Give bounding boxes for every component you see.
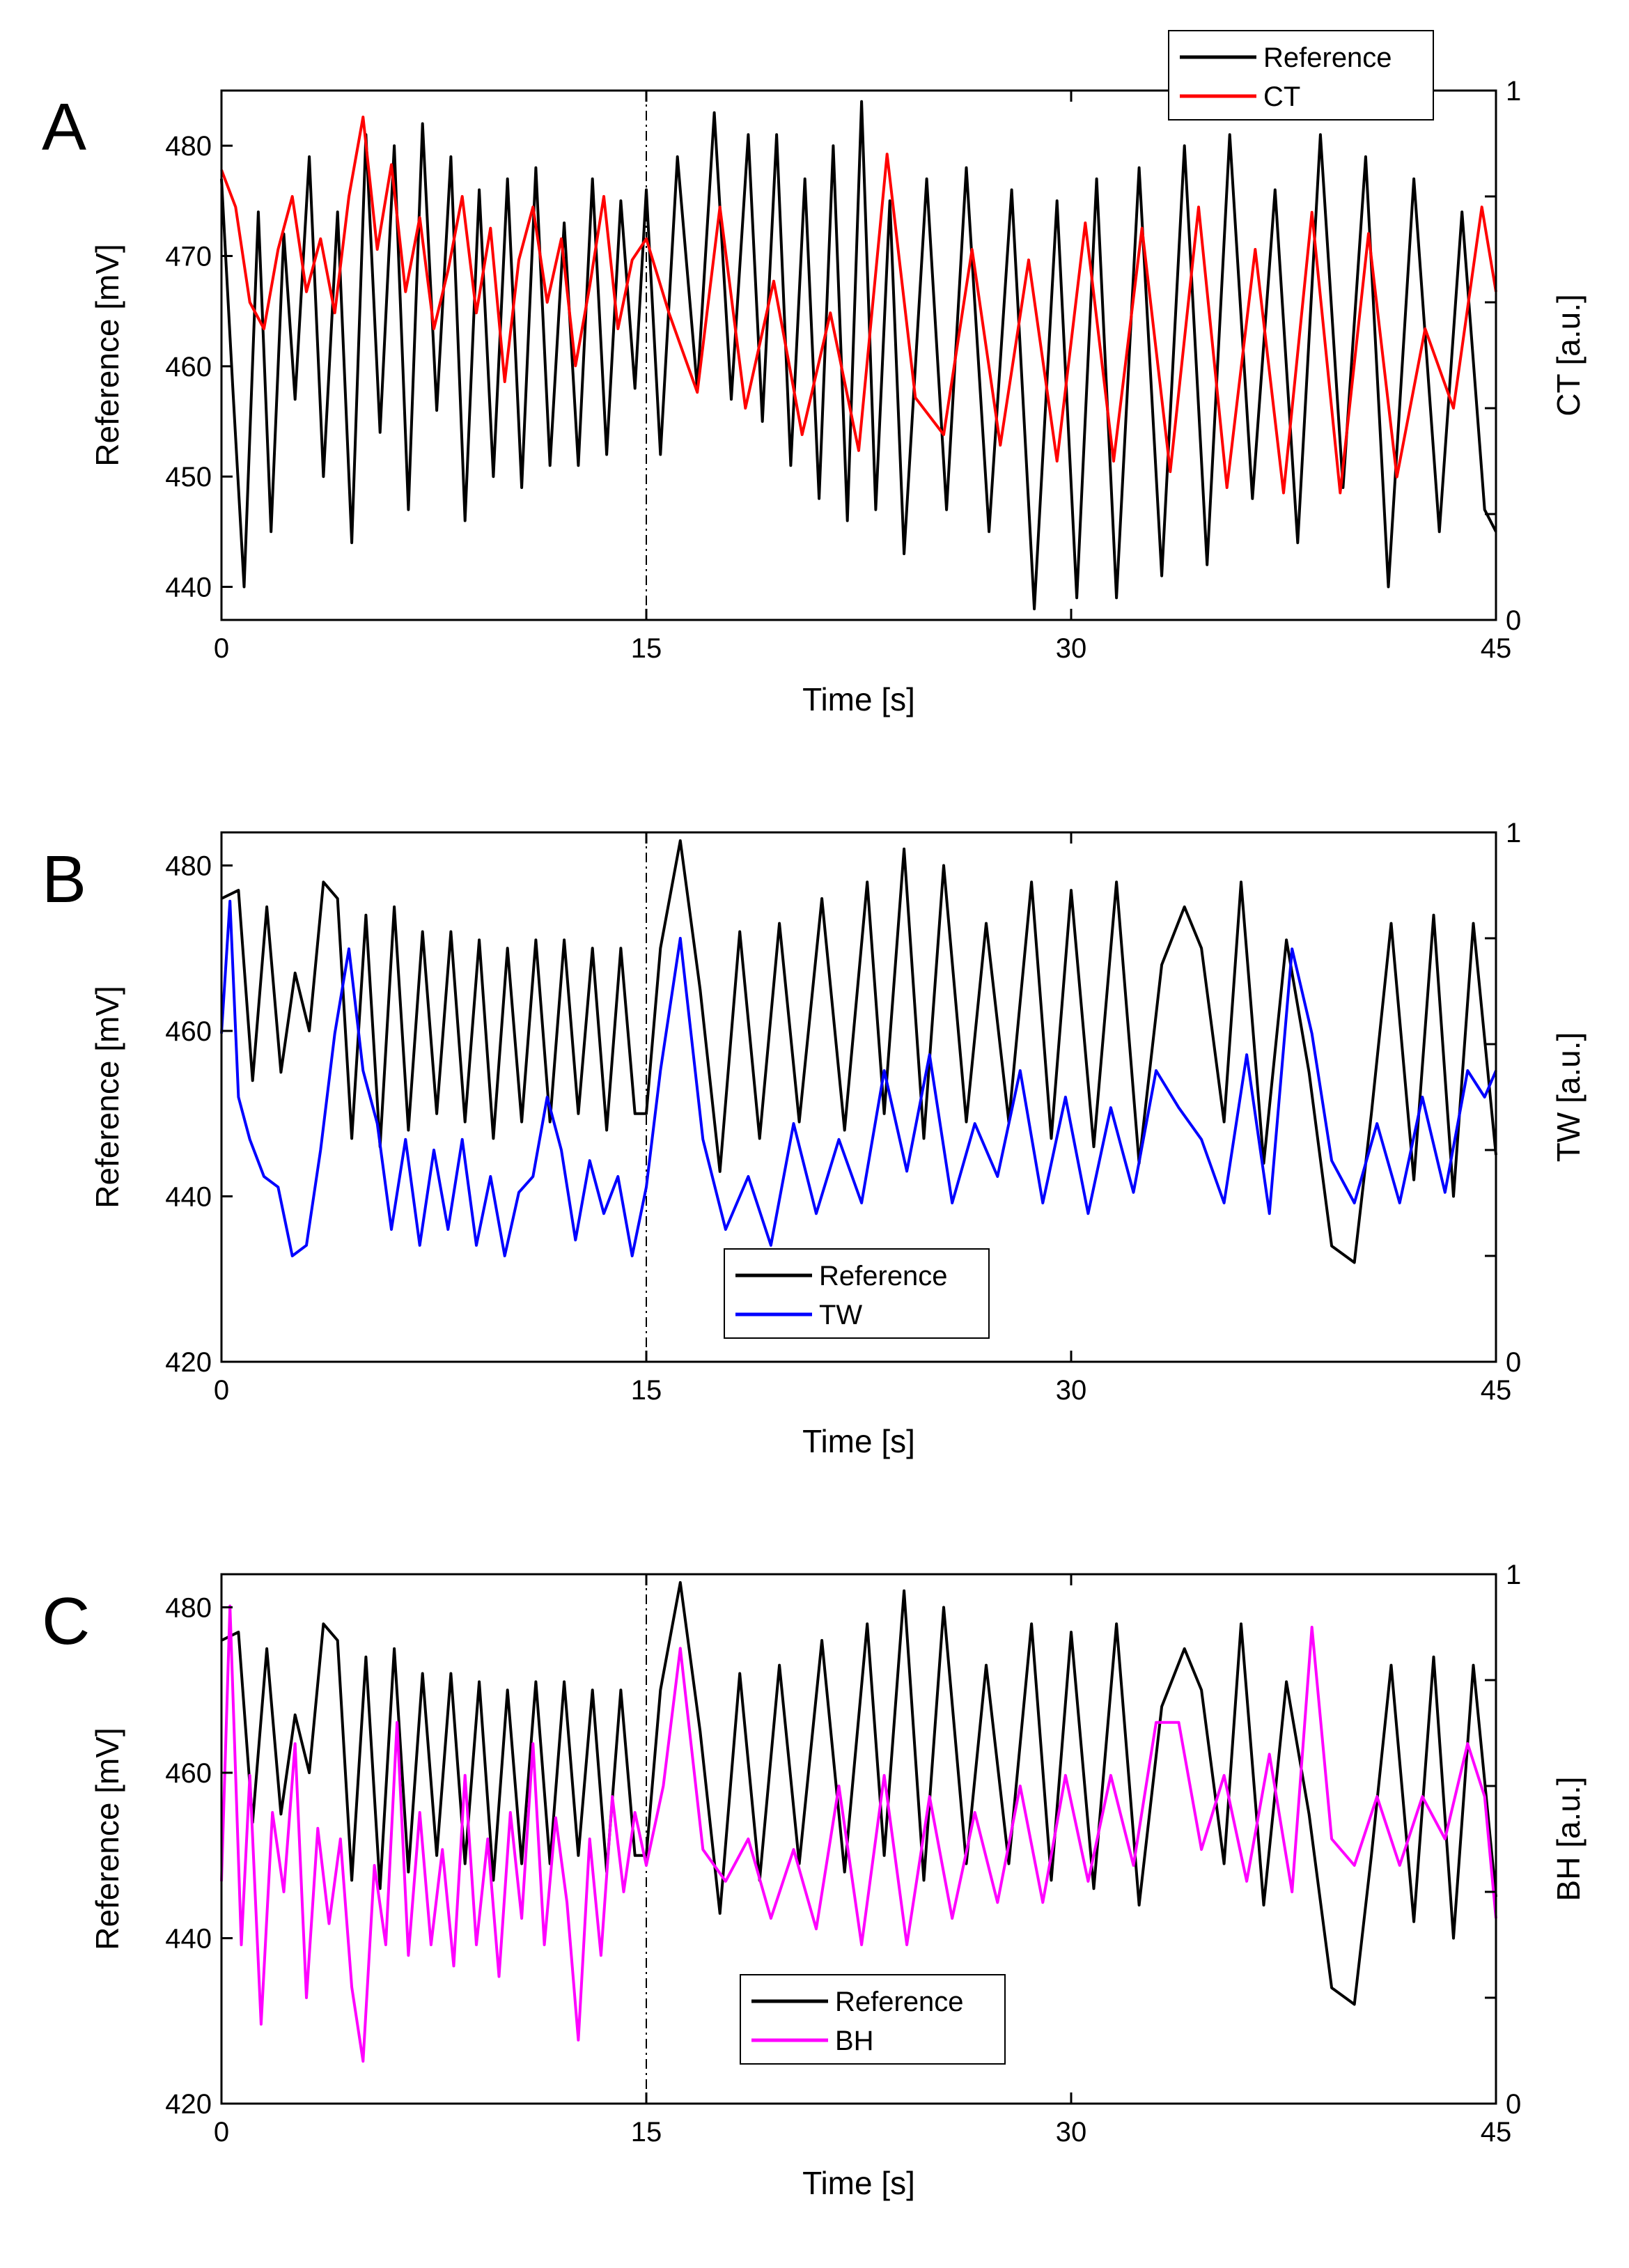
x-axis-label: Time [s]	[802, 681, 915, 717]
panel-letter: A	[42, 90, 86, 164]
legend-label-bh: BH	[835, 2026, 874, 2056]
x-tick-label: 15	[631, 2117, 662, 2147]
y-tick-label-left: 480	[165, 131, 212, 162]
legend-box	[740, 1974, 1006, 2065]
plot-frame	[220, 831, 1497, 1363]
y-tick-label-right: 0	[1506, 2089, 1521, 2120]
legend-label-reference: Reference	[1263, 42, 1392, 73]
legend-box	[1168, 30, 1434, 121]
y-tick-label-right: 1	[1506, 1560, 1521, 1590]
y-tick-label-right: 1	[1506, 76, 1521, 107]
x-tick-label: 0	[214, 1375, 229, 1406]
x-tick-label: 0	[214, 2117, 229, 2147]
panel-B: B 0 15 30 45 420 440 460 480 0 1 Time [s] Reference …	[42, 818, 1587, 1459]
y-tick-label-left: 440	[165, 573, 212, 603]
legend-label-tw: TW	[819, 1300, 862, 1330]
panel-letter: B	[42, 842, 86, 917]
legend-label-reference: Reference	[835, 1987, 964, 2017]
plot-frame	[220, 89, 1497, 621]
y-tick-label-right: 1	[1506, 818, 1521, 848]
series-line-reference	[220, 100, 1497, 611]
y-tick-label-left: 440	[165, 1924, 212, 1955]
y-tick-label-left: 470	[165, 242, 212, 272]
series-line-reference	[221, 839, 1497, 1264]
y-tick-label-right: 0	[1506, 605, 1521, 636]
x-tick-label: 45	[1481, 633, 1512, 664]
plot-frame	[220, 1573, 1497, 2105]
series-line-reference	[221, 1580, 1497, 2006]
y-tick-label-left: 480	[165, 1593, 212, 1624]
legend-box	[724, 1248, 990, 1339]
y-tick-label-left: 440	[165, 1182, 212, 1213]
legend: Reference CT	[1168, 30, 1434, 121]
legend: Reference BH	[740, 1974, 1006, 2065]
legend-label-ct: CT	[1263, 81, 1300, 112]
y-axis-label-left: Reference [mV]	[89, 244, 125, 467]
legend: Reference TW	[724, 1248, 990, 1339]
series-line-tw	[220, 899, 1497, 1257]
panel-C: C 0 15 30 45 420 440 460 480 0 1 Time [s] Reference …	[42, 1560, 1587, 2201]
series-line-ct	[220, 116, 1497, 495]
y-axis-label-right: TW [a.u.]	[1550, 1032, 1587, 1163]
y-tick-label-left: 460	[165, 352, 212, 382]
y-tick-label-left: 420	[165, 1347, 212, 1378]
x-axis-label: Time [s]	[802, 1423, 915, 1459]
x-axis-label: Time [s]	[802, 2165, 915, 2201]
x-tick-label: 30	[1056, 1375, 1087, 1406]
x-tick-label: 45	[1481, 1375, 1512, 1406]
y-axis-label-right: CT [a.u.]	[1550, 294, 1587, 417]
y-axis-label-right: BH [a.u.]	[1550, 1777, 1587, 1902]
y-tick-label-right: 0	[1506, 1347, 1521, 1378]
x-tick-label: 45	[1481, 2117, 1512, 2147]
y-tick-label-left: 450	[165, 462, 212, 492]
x-tick-label: 15	[631, 633, 662, 664]
panel-letter: C	[42, 1584, 90, 1659]
panel-A: A 0 15 30 45 440 450 460 470 480 0 1 Time [s] Referen…	[42, 30, 1587, 717]
y-tick-label-left: 460	[165, 1016, 212, 1047]
x-tick-label: 30	[1056, 2117, 1087, 2147]
y-tick-label-left: 480	[165, 851, 212, 882]
x-tick-label: 15	[631, 1375, 662, 1406]
y-axis-label-left: Reference [mV]	[89, 986, 125, 1209]
y-tick-label-left: 420	[165, 2089, 212, 2120]
series-line-bh	[220, 1604, 1497, 2063]
legend-label-reference: Reference	[819, 1261, 948, 1291]
x-tick-label: 30	[1056, 633, 1087, 664]
y-axis-label-left: Reference [mV]	[89, 1727, 125, 1950]
y-tick-label-left: 460	[165, 1758, 212, 1789]
x-tick-label: 0	[214, 633, 229, 664]
